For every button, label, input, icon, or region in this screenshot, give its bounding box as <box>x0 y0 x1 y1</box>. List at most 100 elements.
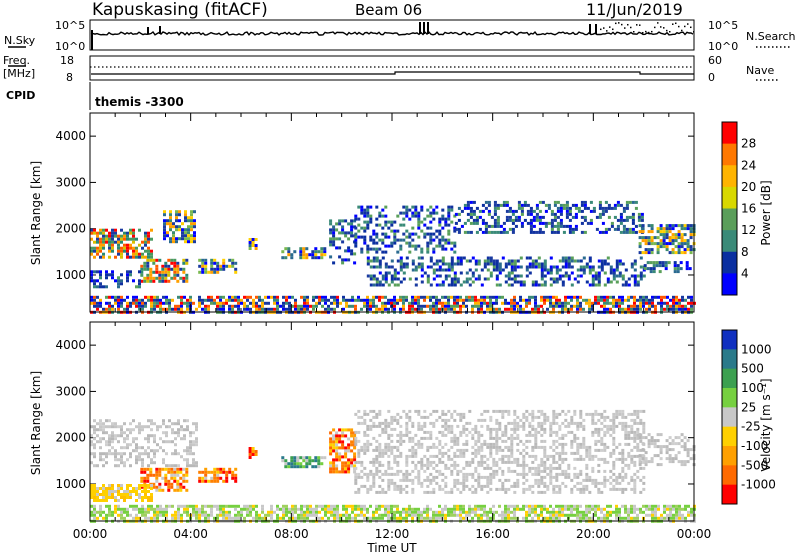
data-cell <box>507 469 511 473</box>
data-cell <box>150 428 153 432</box>
data-cell <box>498 271 502 275</box>
data-cell <box>90 270 93 274</box>
data-cell <box>141 304 144 308</box>
data-cell <box>147 237 150 241</box>
data-cell <box>504 301 507 305</box>
data-cell <box>315 304 318 308</box>
data-cell <box>258 295 261 299</box>
data-cell <box>525 418 529 422</box>
data-cell <box>399 430 403 434</box>
data-cell <box>659 224 663 228</box>
data-cell <box>534 298 537 302</box>
data-cell <box>522 280 526 284</box>
data-cell <box>609 427 613 431</box>
data-cell <box>216 301 219 305</box>
data-cell <box>504 478 508 482</box>
data-cell <box>96 496 99 499</box>
data-cell <box>582 484 586 488</box>
data-cell <box>345 510 348 514</box>
data-cell <box>438 307 441 311</box>
data-cell <box>520 209 524 213</box>
data-cell <box>576 427 580 431</box>
data-cell <box>438 460 442 464</box>
data-cell <box>589 221 593 225</box>
data-cell <box>93 255 96 259</box>
data-cell <box>636 283 640 287</box>
data-cell <box>501 430 505 434</box>
data-cell <box>568 227 572 231</box>
data-cell <box>111 240 114 244</box>
data-cell <box>570 487 574 491</box>
data-cell <box>399 510 402 514</box>
data-cell <box>225 264 229 268</box>
data-cell <box>486 481 490 485</box>
data-cell <box>420 295 423 299</box>
data-cell <box>671 457 675 461</box>
data-cell <box>642 421 646 425</box>
nsearch-point <box>627 23 629 26</box>
data-cell <box>501 472 505 476</box>
data-cell <box>341 464 345 468</box>
data-cell <box>531 454 535 458</box>
data-cell <box>537 265 541 269</box>
data-cell <box>332 231 336 235</box>
data-cell <box>264 295 267 299</box>
data-cell <box>399 478 403 482</box>
data-cell <box>144 510 147 514</box>
data-cell <box>561 448 565 452</box>
data-cell <box>687 295 690 299</box>
data-cell <box>471 256 475 260</box>
data-cell <box>429 232 433 236</box>
nsky-tick-top: 10^5 <box>55 19 85 32</box>
data-cell <box>621 475 625 479</box>
data-cell <box>543 262 547 266</box>
data-cell <box>302 253 306 257</box>
data-cell <box>135 513 138 517</box>
data-cell <box>450 259 454 263</box>
data-cell <box>330 295 333 299</box>
data-cell <box>143 476 147 480</box>
data-cell <box>552 295 555 299</box>
data-cell <box>507 274 511 278</box>
data-cell <box>444 463 448 467</box>
data-cell <box>178 210 181 214</box>
data-cell <box>254 238 258 241</box>
data-cell <box>622 227 626 231</box>
data-cell <box>126 507 129 511</box>
data-cell <box>90 490 93 493</box>
data-cell <box>270 504 273 508</box>
data-cell <box>490 230 494 234</box>
data-cell <box>150 516 153 520</box>
data-cell <box>489 295 492 299</box>
data-cell <box>565 212 569 216</box>
data-cell <box>207 295 210 299</box>
data-cell <box>90 425 93 429</box>
data-cell <box>126 428 129 432</box>
data-cell <box>429 460 433 464</box>
data-cell <box>372 510 375 514</box>
data-cell <box>93 249 96 253</box>
data-cell <box>690 304 693 308</box>
data-cell <box>175 219 178 223</box>
data-cell <box>321 298 324 302</box>
data-cell <box>603 448 607 452</box>
data-cell <box>375 445 379 449</box>
data-cell <box>420 229 424 233</box>
data-cell <box>618 271 622 275</box>
data-cell <box>350 449 354 453</box>
data-cell <box>172 231 175 235</box>
data-cell <box>396 454 400 458</box>
data-cell <box>216 507 219 511</box>
data-cell <box>141 464 144 468</box>
data-cell <box>447 283 451 287</box>
data-cell <box>210 470 214 474</box>
data-cell <box>472 212 476 216</box>
data-cell <box>393 513 396 517</box>
data-cell <box>580 209 584 213</box>
data-cell <box>390 277 394 281</box>
data-cell <box>387 478 391 482</box>
data-cell <box>332 261 336 265</box>
data-cell <box>504 409 508 413</box>
data-cell <box>426 415 430 419</box>
data-cell <box>320 462 324 466</box>
